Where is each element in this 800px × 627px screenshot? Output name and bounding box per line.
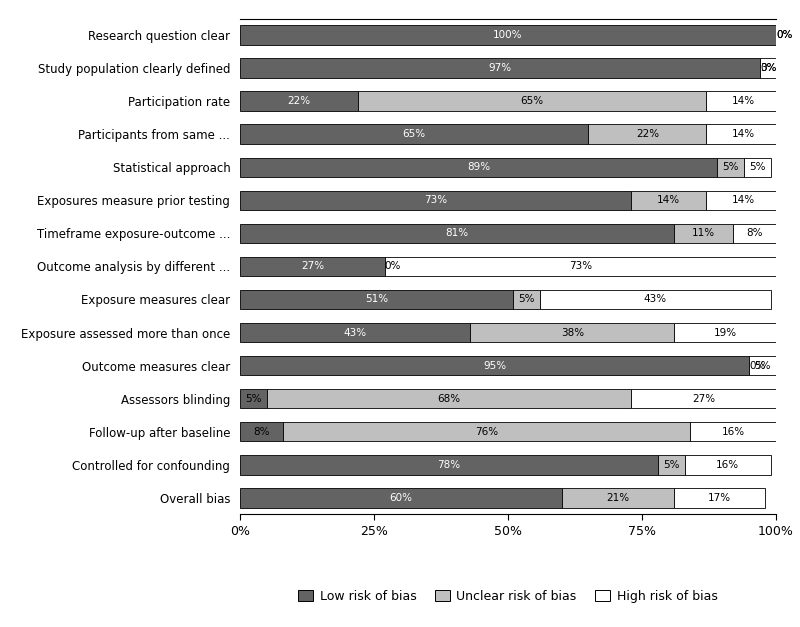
Text: 21%: 21% — [606, 493, 630, 503]
Bar — [240, 422, 283, 441]
Bar — [240, 26, 776, 45]
Bar — [240, 157, 717, 177]
Text: 27%: 27% — [692, 394, 715, 404]
Text: 0%: 0% — [385, 261, 401, 271]
Bar — [733, 224, 776, 243]
Bar — [690, 422, 776, 441]
Text: 16%: 16% — [716, 460, 739, 470]
Legend: Low risk of bias, Unclear risk of bias, High risk of bias: Low risk of bias, Unclear risk of bias, … — [294, 585, 722, 608]
Bar — [658, 455, 685, 475]
Text: 73%: 73% — [569, 261, 592, 271]
Bar — [685, 455, 770, 475]
Bar — [706, 92, 782, 111]
Bar — [674, 488, 766, 507]
Bar — [674, 224, 733, 243]
Text: 60%: 60% — [390, 493, 412, 503]
Bar — [744, 157, 770, 177]
Bar — [240, 256, 385, 277]
Bar — [240, 455, 658, 475]
Text: 8%: 8% — [746, 228, 763, 238]
Text: 43%: 43% — [644, 295, 667, 305]
Text: 17%: 17% — [708, 493, 731, 503]
Text: 11%: 11% — [692, 228, 715, 238]
Text: 0%: 0% — [776, 30, 792, 40]
Bar — [562, 488, 674, 507]
Text: 5%: 5% — [663, 460, 680, 470]
Bar — [240, 290, 514, 309]
Text: 19%: 19% — [714, 327, 737, 337]
Bar — [674, 323, 776, 342]
Text: 73%: 73% — [424, 196, 447, 206]
Text: 89%: 89% — [467, 162, 490, 172]
Bar — [514, 290, 540, 309]
Text: 14%: 14% — [732, 196, 755, 206]
Text: 5%: 5% — [518, 295, 535, 305]
Text: 65%: 65% — [402, 129, 426, 139]
Bar — [240, 224, 674, 243]
Text: 65%: 65% — [521, 97, 544, 107]
Text: 22%: 22% — [287, 97, 310, 107]
Bar — [240, 58, 760, 78]
Text: 51%: 51% — [365, 295, 388, 305]
Bar — [283, 422, 690, 441]
Text: 97%: 97% — [488, 63, 511, 73]
Bar — [240, 92, 358, 111]
Text: 3%: 3% — [760, 63, 776, 73]
Text: 81%: 81% — [446, 228, 469, 238]
Bar — [706, 191, 782, 210]
Bar — [631, 191, 706, 210]
Text: 27%: 27% — [301, 261, 324, 271]
Bar — [240, 389, 267, 408]
Text: 5%: 5% — [754, 361, 771, 371]
Bar — [706, 125, 782, 144]
Text: 8%: 8% — [253, 426, 270, 436]
Bar — [240, 488, 562, 507]
Bar — [240, 323, 470, 342]
Bar — [540, 290, 770, 309]
Bar — [385, 256, 776, 277]
Text: 100%: 100% — [494, 30, 522, 40]
Text: 95%: 95% — [483, 361, 506, 371]
Bar — [589, 125, 706, 144]
Bar — [240, 125, 589, 144]
Bar — [240, 191, 631, 210]
Text: 14%: 14% — [732, 97, 755, 107]
Bar — [631, 389, 776, 408]
Bar — [470, 323, 674, 342]
Text: 0%: 0% — [760, 63, 776, 73]
Bar — [358, 92, 706, 111]
Text: 5%: 5% — [722, 162, 738, 172]
Text: 76%: 76% — [475, 426, 498, 436]
Bar — [240, 356, 750, 376]
Text: 16%: 16% — [722, 426, 745, 436]
Text: 14%: 14% — [732, 129, 755, 139]
Text: 38%: 38% — [561, 327, 584, 337]
Text: 22%: 22% — [636, 129, 659, 139]
Text: 0%: 0% — [750, 361, 766, 371]
Bar — [750, 356, 776, 376]
Bar — [760, 58, 776, 78]
Text: 0%: 0% — [776, 30, 792, 40]
Bar — [267, 389, 631, 408]
Text: 68%: 68% — [438, 394, 461, 404]
Text: 5%: 5% — [749, 162, 766, 172]
Text: 5%: 5% — [245, 394, 262, 404]
Text: 14%: 14% — [658, 196, 680, 206]
Text: 78%: 78% — [438, 460, 461, 470]
Text: 43%: 43% — [344, 327, 367, 337]
Bar — [717, 157, 744, 177]
